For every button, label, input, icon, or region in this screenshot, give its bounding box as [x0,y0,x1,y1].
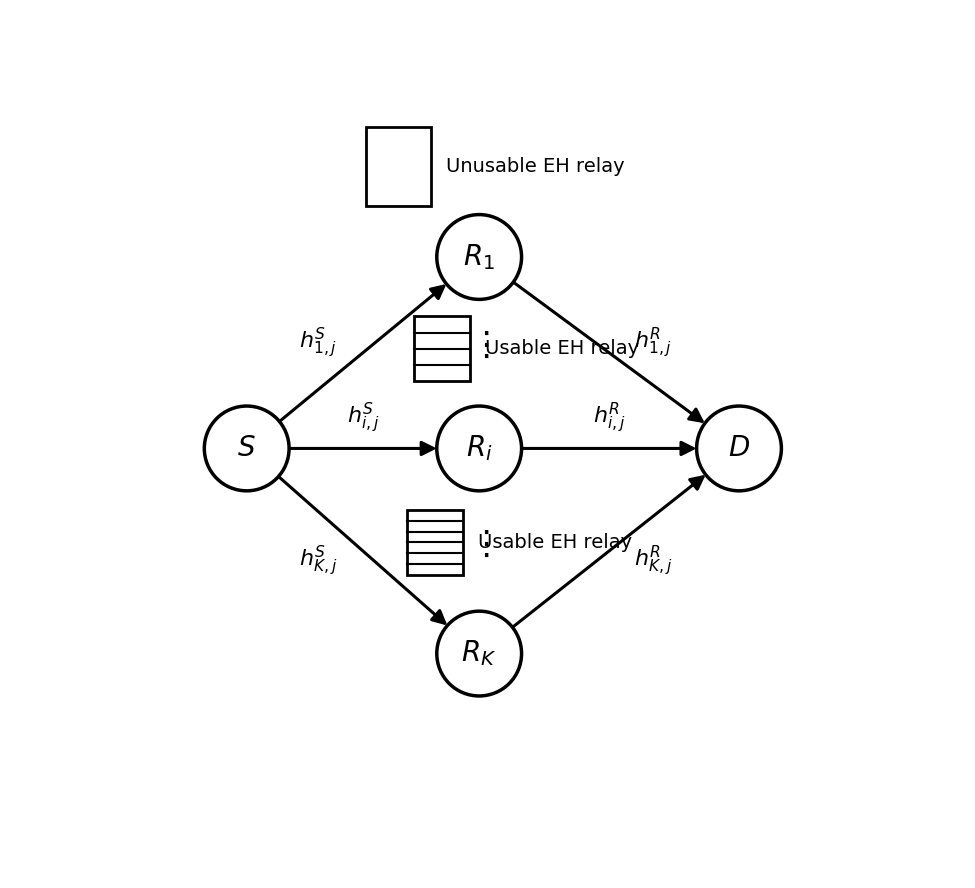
Circle shape [437,611,522,696]
Text: Usable EH relay: Usable EH relay [479,533,633,552]
Text: $\vdots$: $\vdots$ [469,329,489,362]
Circle shape [205,406,290,491]
Text: $h_{i,j}^{S}$: $h_{i,j}^{S}$ [346,400,379,435]
Text: $S$: $S$ [237,435,256,462]
Text: $h_{1,j}^{R}$: $h_{1,j}^{R}$ [635,325,673,360]
Bar [408,510,463,575]
Text: $D$: $D$ [728,435,750,462]
Circle shape [696,406,781,491]
Text: $h_{K,j}^{S}$: $h_{K,j}^{S}$ [299,544,337,578]
Text: $R_K$: $R_K$ [461,638,497,669]
Bar [414,316,470,382]
Text: $h_{i,j}^{R}$: $h_{i,j}^{R}$ [593,400,625,435]
Text: $R_i$: $R_i$ [466,433,492,464]
Text: Usable EH relay: Usable EH relay [486,339,640,359]
Circle shape [437,215,522,299]
Text: Unusable EH relay: Unusable EH relay [447,157,625,176]
Text: $R_1$: $R_1$ [463,242,495,272]
Text: $h_{K,j}^{R}$: $h_{K,j}^{R}$ [634,544,673,578]
Bar [367,127,431,206]
Circle shape [437,406,522,491]
Text: $\vdots$: $\vdots$ [469,527,489,560]
Text: $h_{1,j}^{S}$: $h_{1,j}^{S}$ [299,325,337,360]
